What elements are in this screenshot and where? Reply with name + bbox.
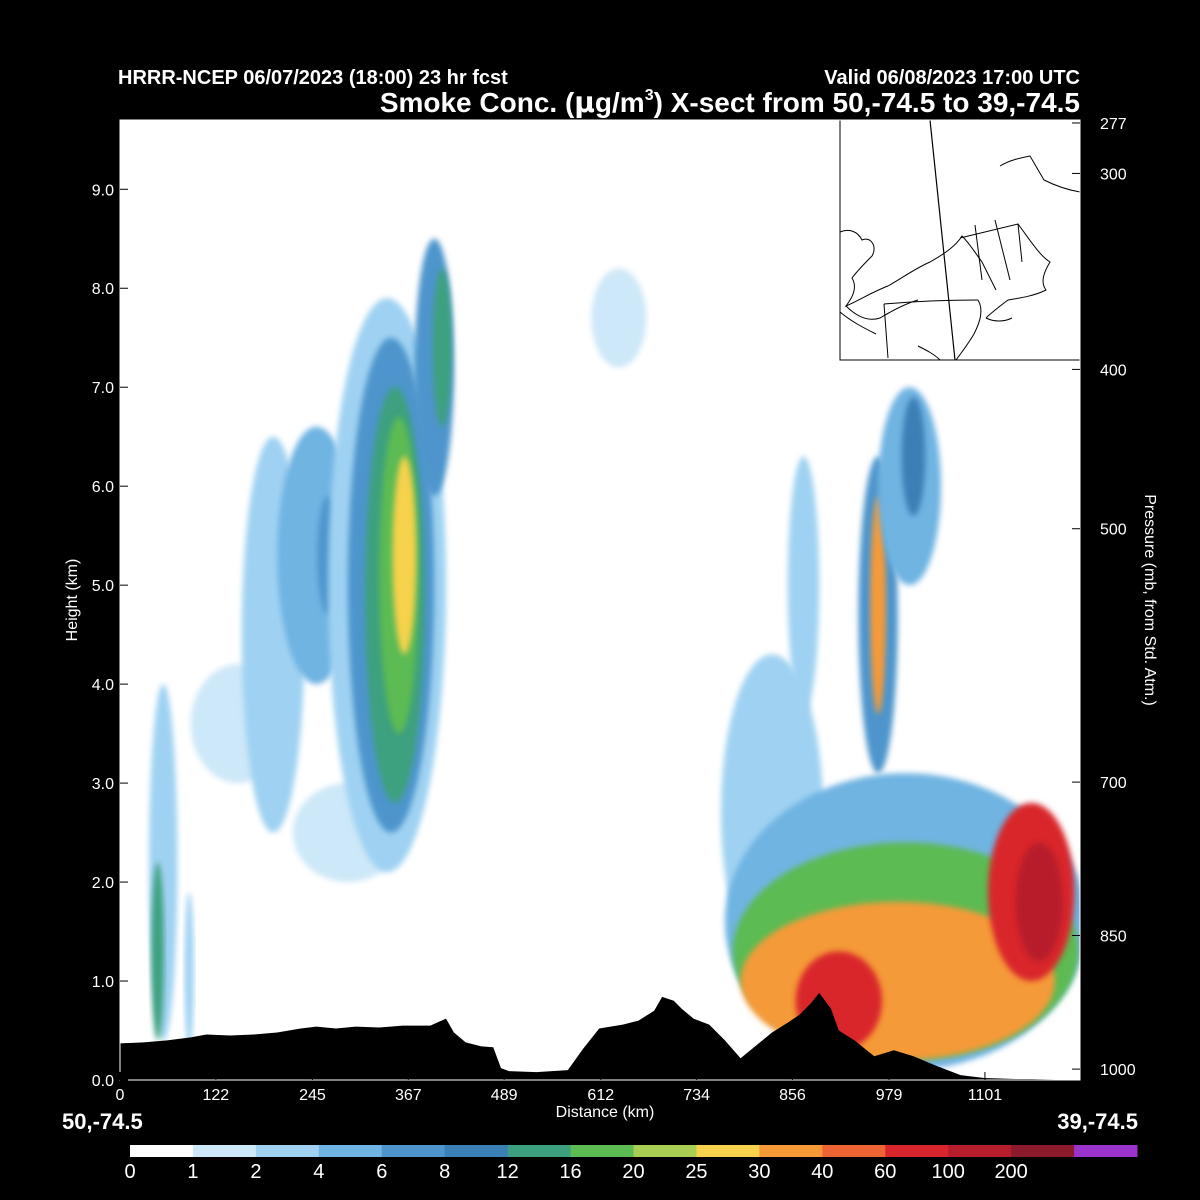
x-tick-label: 1101	[968, 1087, 1003, 1104]
pressure-tick-label: 700	[1100, 775, 1127, 792]
smoke-plume-27	[1015, 842, 1063, 962]
pressure-tick-label: 500	[1100, 522, 1127, 539]
y-tick-label: 3.0	[92, 776, 114, 793]
colorbar-segment	[948, 1145, 1012, 1157]
y-tick-label: 8.0	[92, 281, 114, 298]
terrain-silhouette	[120, 992, 1080, 1080]
title-prefix: Smoke Conc. (	[380, 87, 575, 118]
smoke-plume-2	[184, 891, 194, 1051]
colorbar-label: 1	[187, 1161, 198, 1183]
cross-section-line	[929, 119, 956, 361]
colorbar-label: 30	[748, 1161, 770, 1183]
y-tick-label: 4.0	[92, 677, 114, 694]
inset-locator-map	[839, 119, 1081, 361]
colorbar-segment	[507, 1145, 572, 1157]
colorbar-segment	[130, 1145, 194, 1157]
colorbar-segment	[822, 1145, 886, 1157]
y-tick-label: 6.0	[92, 479, 114, 496]
colorbar-label: 2	[250, 1161, 261, 1183]
colorbar-segment	[570, 1145, 634, 1157]
valid-time-label: Valid 06/08/2023 17:00 UTC	[824, 67, 1080, 89]
colorbar-segment	[759, 1145, 823, 1157]
colorbar-segment	[444, 1145, 509, 1157]
chart-title: Smoke Conc. (μg/m3) X-sect from 50,-74.5…	[380, 86, 1080, 119]
smoke-plume-1	[151, 862, 164, 1041]
x-tick-label: 122	[202, 1087, 229, 1104]
y-tick-label: 9.0	[92, 182, 114, 199]
x-tick-label: 489	[491, 1087, 518, 1104]
pressure-tick-label: 400	[1100, 362, 1127, 379]
colorbar-segment	[1074, 1145, 1138, 1157]
x-axis-label: Distance (km)	[556, 1104, 655, 1121]
pressure-tick-label: 850	[1100, 929, 1127, 946]
end-point-label: 39,-74.5	[1057, 1109, 1138, 1134]
y-tick-label: 5.0	[92, 578, 114, 595]
colorbar-segment	[633, 1145, 697, 1157]
colorbar-label: 20	[622, 1161, 644, 1183]
start-point-label: 50,-74.5	[62, 1109, 143, 1134]
colorbar-label: 100	[932, 1161, 965, 1183]
colorbar-label: 12	[497, 1161, 519, 1183]
title-mu: μ	[574, 86, 595, 119]
x-tick-label: 367	[395, 1087, 422, 1104]
pressure-tick-label: 300	[1100, 166, 1127, 183]
colorbar-label: 0	[124, 1161, 135, 1183]
title-superscript: 3	[645, 87, 654, 104]
y-tick-label: 1.0	[92, 974, 114, 991]
smoke-plume-19	[870, 496, 886, 714]
colorbar-segment	[255, 1145, 320, 1157]
y-axis-label: Height (km)	[64, 559, 81, 642]
colorbar-label: 25	[685, 1161, 707, 1183]
x-tick-label: 612	[587, 1087, 614, 1104]
colorbar-label: 4	[313, 1161, 324, 1183]
smoke-plume-14	[432, 268, 452, 427]
x-tick-label: 0	[116, 1087, 125, 1104]
colorbar-label: 6	[376, 1161, 387, 1183]
smoke-plume-12	[392, 456, 417, 655]
pressure-tick-label: 277	[1100, 116, 1127, 133]
title-suffix: ) X-sect from 50,-74.5 to 39,-74.5	[654, 87, 1080, 118]
colorbar-segment	[885, 1145, 949, 1157]
y-tick-label: 0.0	[92, 1073, 114, 1090]
colorbar-segment	[318, 1145, 383, 1157]
plot-border	[119, 119, 1081, 1081]
smoke-plume-21	[901, 397, 926, 516]
colorbar-segment	[381, 1145, 446, 1157]
pressure-tick-label: 1000	[1100, 1062, 1136, 1079]
colorbar-label: 40	[811, 1161, 833, 1183]
colorbar-segment	[1011, 1145, 1075, 1157]
colorbar-segment	[696, 1145, 760, 1157]
colorbar-segment	[192, 1145, 257, 1157]
y-tick-label: 2.0	[92, 875, 114, 892]
colorbar-label: 8	[439, 1161, 450, 1183]
x-tick-label: 856	[779, 1087, 806, 1104]
y-tick-label: 7.0	[92, 380, 114, 397]
pressure-axis-label: Pressure (mb, from Std. Atm.)	[1141, 494, 1158, 706]
smoke-plume-17	[787, 456, 820, 714]
smoke-plume-15	[591, 268, 647, 368]
colorbar-label: 200	[994, 1161, 1027, 1183]
x-tick-label: 734	[683, 1087, 710, 1104]
x-tick-label: 245	[299, 1087, 326, 1104]
title-unit: g/m	[595, 87, 645, 118]
colorbar-label: 16	[559, 1161, 581, 1183]
colorbar-label: 60	[874, 1161, 896, 1183]
x-tick-label: 979	[876, 1087, 903, 1104]
model-run-label: HRRR-NCEP 06/07/2023 (18:00) 23 hr fcst	[118, 67, 508, 89]
